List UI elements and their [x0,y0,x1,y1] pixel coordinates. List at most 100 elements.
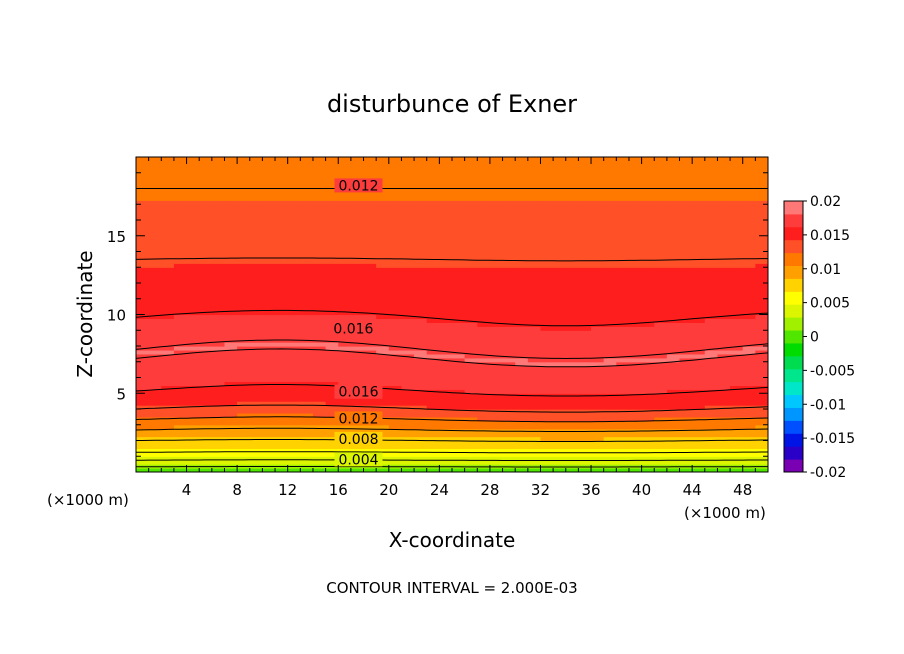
field-cell [388,306,403,312]
field-cell [325,436,339,442]
field-cell [249,216,263,221]
field-cell [616,365,630,371]
field-cell [527,405,542,410]
field-cell [452,172,466,178]
field-cell [300,306,314,312]
field-cell [717,283,731,288]
field-cell [300,283,314,288]
field-cell [477,208,491,213]
field-cell [628,172,643,178]
field-cell [224,286,238,292]
field-cell [401,271,415,276]
x-axis-label: X-coordinate [389,528,516,552]
field-cell [641,160,655,166]
field-cell [287,204,301,209]
field-cell [161,286,175,292]
field-cell [237,286,251,292]
field-cell [300,393,314,398]
field-cell [376,247,390,253]
field-cell [262,401,276,406]
field-cell [641,314,655,320]
field-cell [578,353,592,359]
field-cell [730,342,744,347]
colorbar-swatch [784,317,803,331]
field-cell [237,353,251,359]
field-cell [553,349,567,355]
field-cell [477,192,491,197]
field-cell [199,267,213,272]
field-cell [692,412,706,418]
field-cell [489,381,504,386]
field-cell [591,310,605,316]
field-cell [173,290,188,296]
field-cell [603,235,617,241]
field-cell [641,432,655,438]
field-cell [477,440,491,446]
field-cell [161,188,175,194]
field-cell [249,188,263,194]
field-cell [666,456,681,461]
field-cell [654,322,668,327]
field-cell [641,192,655,197]
field-cell [654,416,668,422]
field-cell [742,353,756,359]
field-cell [376,243,390,249]
field-cell [641,357,655,363]
field-cell [414,286,428,292]
field-cell [376,184,390,190]
field-cell [414,251,428,257]
field-cell [540,409,554,414]
field-cell [186,180,200,186]
field-cell [237,456,251,461]
field-cell [742,468,756,472]
field-cell [578,420,592,426]
field-cell [628,286,643,292]
field-cell [414,365,428,371]
field-cell [426,259,440,264]
field-cell [540,255,554,260]
field-cell [388,223,403,229]
field-cell [742,157,756,162]
field-cell [616,176,630,182]
field-cell [742,267,756,272]
field-cell [730,389,744,394]
field-cell [666,216,681,221]
field-cell [717,334,731,339]
field-cell [641,310,655,316]
field-cell [654,338,668,343]
field-cell [527,227,542,233]
field-cell [338,448,352,453]
field-cell [173,381,188,386]
field-cell [616,286,630,292]
field-cell [237,223,251,229]
field-cell [654,456,668,461]
field-cell [300,353,314,359]
field-cell [616,338,630,343]
field-cell [287,373,301,379]
field-cell [414,452,428,457]
field-cell [211,342,226,347]
field-cell [666,412,681,418]
field-cell [489,271,504,276]
field-cell [464,271,478,276]
field-cell [452,200,466,205]
field-cell [628,397,643,402]
field-cell [730,302,744,308]
field-cell [136,172,150,178]
field-cell [199,275,213,280]
field-cell [350,164,365,170]
field-cell [312,243,327,249]
field-cell [376,208,390,213]
field-cell [515,440,529,446]
field-cell [540,456,554,461]
field-cell [464,208,478,213]
field-cell [578,216,592,221]
x-tick-label: 12 [278,481,297,499]
field-cell [338,227,352,233]
field-cell [477,389,491,394]
field-cell [527,247,542,253]
field-cell [312,357,327,363]
field-cell [654,436,668,442]
field-cell [350,405,365,410]
field-cell [641,416,655,422]
